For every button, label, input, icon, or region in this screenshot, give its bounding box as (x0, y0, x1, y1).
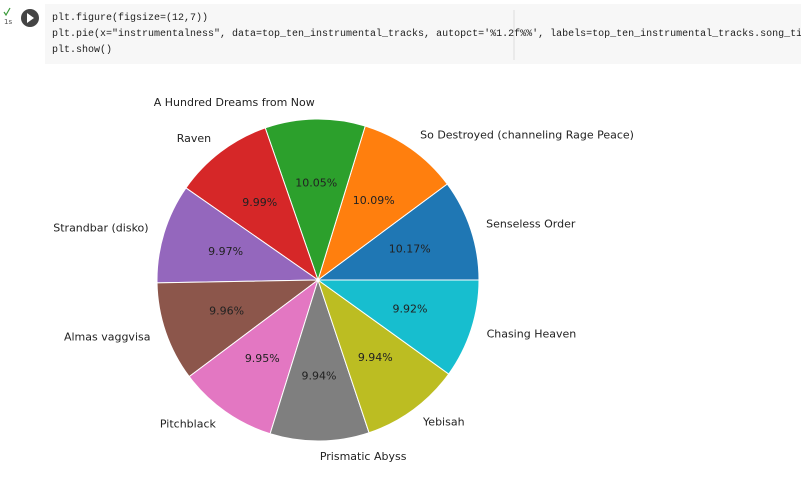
code-line: plt.pie(x="instrumentalness", data=top_t… (52, 28, 801, 40)
pct-label: 9.95% (245, 352, 280, 365)
code-line: plt.show() (52, 44, 112, 56)
wedge-label: Pitchblack (160, 418, 217, 431)
pct-label: 9.96% (209, 304, 244, 317)
exec-time: 1s (4, 18, 12, 26)
code-line: plt.figure(figsize=(12,7)) (52, 12, 208, 24)
wedge (317, 278, 450, 434)
wedge (316, 183, 480, 281)
wedge-label: Raven (177, 132, 211, 145)
pct-label: 10.09% (353, 194, 395, 207)
wedge (185, 127, 319, 282)
wedge-label: So Destroyed (channeling Rage Peace) (420, 128, 634, 141)
wedge (156, 279, 320, 378)
pct-label: 10.17% (389, 243, 431, 256)
pct-label: 10.05% (295, 176, 337, 189)
pct-label: 9.94% (358, 351, 393, 364)
pct-label: 9.99% (242, 196, 277, 209)
pct-label: 9.92% (392, 303, 427, 316)
wedge (316, 279, 480, 375)
code-cell (45, 4, 801, 64)
pct-label: 9.97% (208, 245, 243, 258)
wedge (156, 187, 320, 284)
wedge-label: Almas vaggvisa (64, 330, 151, 343)
wedge-label: Yebisah (422, 416, 465, 429)
wedge (269, 278, 370, 442)
pct-label: 9.94% (302, 370, 337, 383)
wedge-label: Chasing Heaven (487, 327, 577, 340)
wedge (188, 278, 319, 435)
wedge-label: Strandbar (disko) (53, 221, 148, 234)
wedge-label: Prismatic Abyss (320, 450, 407, 463)
check-icon (3, 7, 11, 17)
wedge-label: Senseless Order (486, 217, 576, 230)
run-icon (27, 13, 34, 23)
pie-chart: Senseless Order 10.17% So Destroyed (chann… (53, 96, 634, 463)
wedge-label: A Hundred Dreams from Now (154, 96, 315, 109)
wedge (317, 125, 448, 282)
wedge (264, 118, 366, 282)
